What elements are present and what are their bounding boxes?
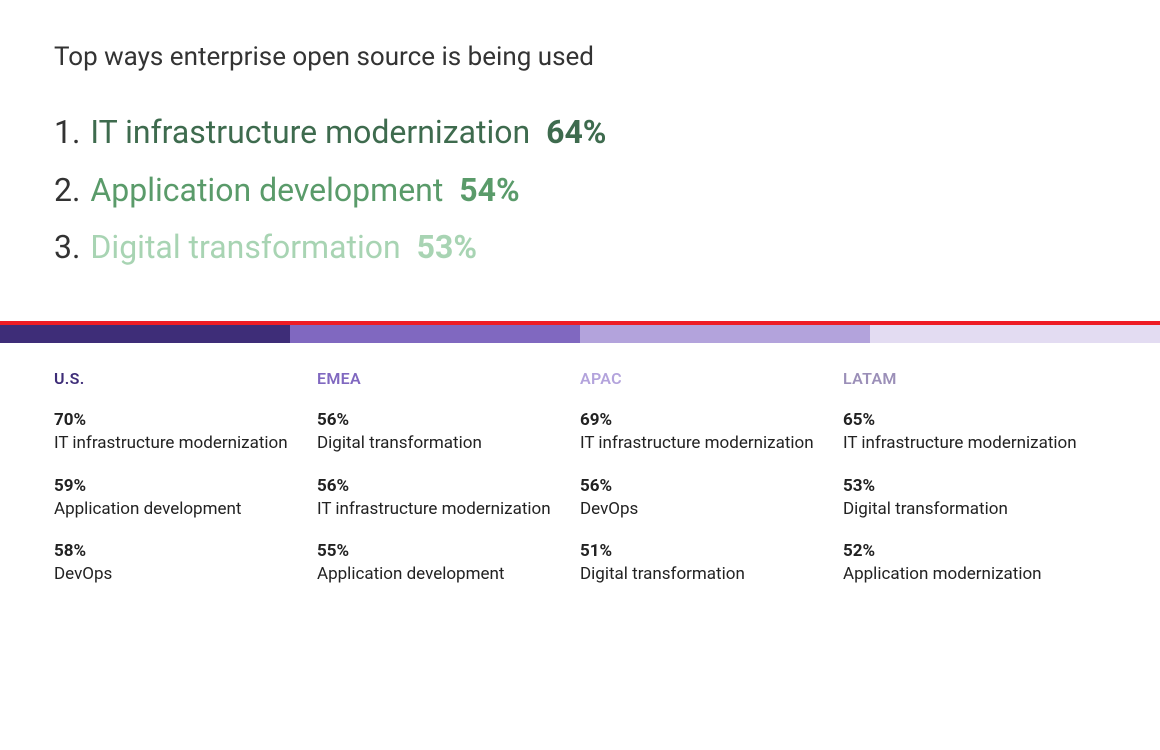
region-entry: 56% DevOps bbox=[580, 476, 823, 522]
entry-pct: 56% bbox=[580, 476, 823, 496]
entry-label: Application modernization bbox=[843, 563, 1086, 587]
region-bar-latam bbox=[870, 325, 1160, 343]
rank-1: 1. bbox=[54, 108, 80, 158]
entry-label: IT infrastructure modernization bbox=[54, 432, 297, 456]
region-name-us: U.S. bbox=[54, 369, 297, 388]
region-bar-us bbox=[0, 325, 290, 343]
entry-pct: 55% bbox=[317, 541, 560, 561]
region-entry: 52% Application modernization bbox=[843, 541, 1086, 587]
entry-pct: 56% bbox=[317, 410, 560, 430]
entry-label: DevOps bbox=[54, 563, 297, 587]
region-entry: 69% IT infrastructure modernization bbox=[580, 410, 823, 456]
top-way-2-label: Application development bbox=[90, 171, 443, 209]
region-entry: 51% Digital transformation bbox=[580, 541, 823, 587]
region-entry: 70% IT infrastructure modernization bbox=[54, 410, 297, 456]
entry-pct: 51% bbox=[580, 541, 823, 561]
top-way-1: 1. IT infrastructure modernization 64% bbox=[54, 108, 1106, 158]
region-color-bars bbox=[0, 325, 1160, 343]
region-col-us: U.S. 70% IT infrastructure modernization… bbox=[54, 369, 317, 607]
top-way-1-pct: 64% bbox=[546, 113, 606, 151]
region-entry: 56% Digital transformation bbox=[317, 410, 560, 456]
entry-pct: 70% bbox=[54, 410, 297, 430]
region-entry: 55% Application development bbox=[317, 541, 560, 587]
top-way-2-pct: 54% bbox=[459, 171, 519, 209]
region-entry: 56% IT infrastructure modernization bbox=[317, 476, 560, 522]
region-entry: 53% Digital transformation bbox=[843, 476, 1086, 522]
rank-2: 2. bbox=[54, 166, 80, 216]
entry-pct: 52% bbox=[843, 541, 1086, 561]
entry-label: Digital transformation bbox=[317, 432, 560, 456]
region-name-latam: LATAM bbox=[843, 369, 1086, 388]
entry-label: Digital transformation bbox=[580, 563, 823, 587]
rank-3: 3. bbox=[54, 223, 80, 273]
entry-label: Digital transformation bbox=[843, 498, 1086, 522]
region-bar-emea bbox=[290, 325, 580, 343]
entry-pct: 56% bbox=[317, 476, 560, 496]
entry-label: IT infrastructure modernization bbox=[317, 498, 560, 522]
entry-pct: 65% bbox=[843, 410, 1086, 430]
region-col-apac: APAC 69% IT infrastructure modernization… bbox=[580, 369, 843, 607]
region-entry: 65% IT infrastructure modernization bbox=[843, 410, 1086, 456]
entry-label: Application development bbox=[54, 498, 297, 522]
region-name-emea: EMEA bbox=[317, 369, 560, 388]
entry-label: IT infrastructure modernization bbox=[843, 432, 1086, 456]
top-way-3-pct: 53% bbox=[417, 228, 477, 266]
region-entry: 58% DevOps bbox=[54, 541, 297, 587]
top-way-3: 3. Digital transformation 53% bbox=[54, 223, 1106, 273]
entry-pct: 59% bbox=[54, 476, 297, 496]
top-ways-list: 1. IT infrastructure modernization 64% 2… bbox=[54, 108, 1106, 273]
region-col-latam: LATAM 65% IT infrastructure modernizatio… bbox=[843, 369, 1106, 607]
entry-pct: 69% bbox=[580, 410, 823, 430]
top-way-1-label: IT infrastructure modernization bbox=[90, 113, 530, 151]
region-entry: 59% Application development bbox=[54, 476, 297, 522]
region-name-apac: APAC bbox=[580, 369, 823, 388]
entry-label: IT infrastructure modernization bbox=[580, 432, 823, 456]
regions-grid: U.S. 70% IT infrastructure modernization… bbox=[0, 343, 1160, 607]
entry-pct: 53% bbox=[843, 476, 1086, 496]
top-way-3-label: Digital transformation bbox=[90, 228, 400, 266]
entry-pct: 58% bbox=[54, 541, 297, 561]
entry-label: DevOps bbox=[580, 498, 823, 522]
region-bar-apac bbox=[580, 325, 870, 343]
page-title: Top ways enterprise open source is being… bbox=[54, 42, 1106, 72]
top-way-2: 2. Application development 54% bbox=[54, 166, 1106, 216]
entry-label: Application development bbox=[317, 563, 560, 587]
region-col-emea: EMEA 56% Digital transformation 56% IT i… bbox=[317, 369, 580, 607]
